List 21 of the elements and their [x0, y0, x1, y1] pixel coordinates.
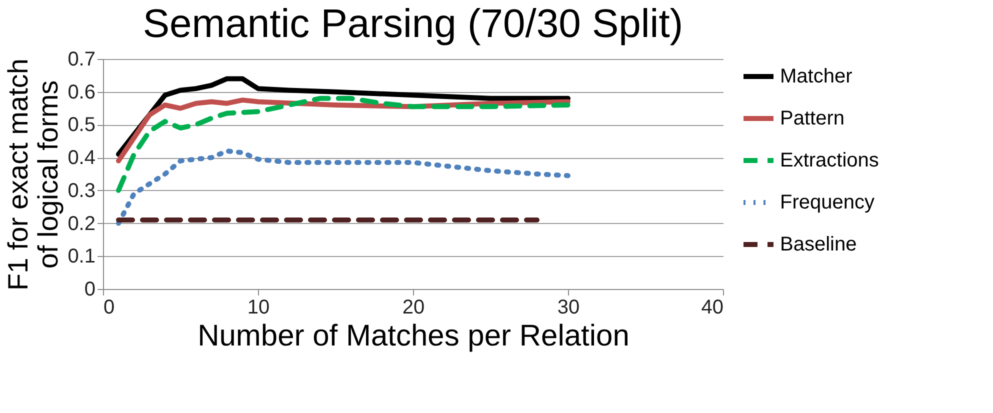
y-tick-label: 0.7	[68, 48, 96, 70]
y-tick-label: 0.1	[68, 246, 96, 268]
y-tick-label: 0.5	[68, 114, 96, 136]
legend-label: Matcher	[780, 66, 853, 88]
chart-title: Semantic Parsing (70/30 Split)	[142, 2, 684, 46]
legend-label: Baseline	[780, 234, 857, 256]
x-tick-label: 40	[701, 296, 724, 318]
x-axis-title: Number of Matches per Relation	[198, 320, 630, 352]
legend-label: Extractions	[780, 150, 879, 172]
y-axis-title: F1 for exact match of logical forms	[2, 58, 64, 290]
y-tick-label: 0	[84, 278, 96, 300]
y-tick-label: 0.3	[68, 180, 96, 202]
x-tick-label: 0	[104, 296, 115, 318]
x-tick-label: 20	[402, 296, 425, 318]
y-tick-label: 0.2	[68, 212, 96, 235]
y-tick-label: 0.4	[68, 147, 96, 170]
legend-label: Frequency	[780, 192, 874, 214]
x-tick-label: 10	[247, 296, 270, 318]
legend-label: Pattern	[780, 108, 844, 130]
x-tick-label: 30	[557, 296, 580, 318]
y-tick-label: 0.6	[68, 81, 96, 104]
